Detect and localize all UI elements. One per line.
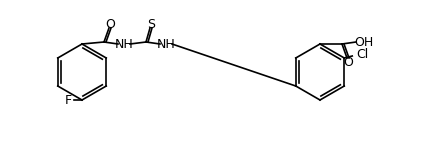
Text: OH: OH [354,36,374,49]
Text: S: S [147,18,155,30]
Text: F: F [64,93,72,107]
Text: O: O [343,55,353,69]
Text: NH: NH [157,38,176,51]
Text: NH: NH [115,38,133,51]
Text: Cl: Cl [356,47,368,61]
Text: O: O [105,18,115,30]
